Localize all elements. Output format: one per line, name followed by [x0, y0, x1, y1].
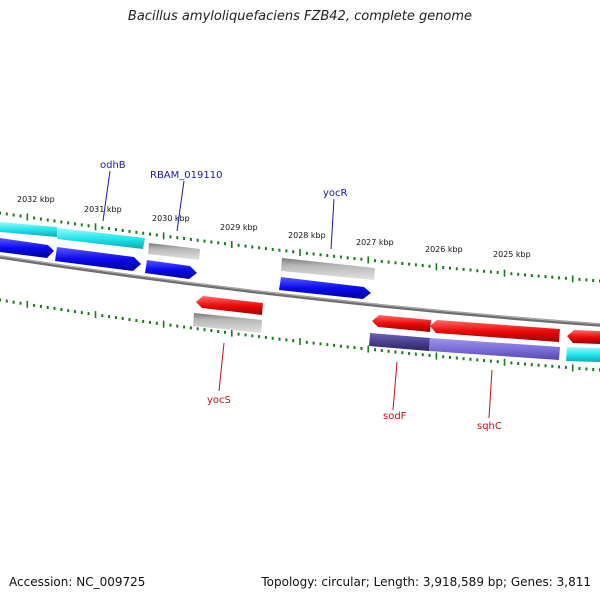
label-leader-line — [102, 170, 111, 222]
cds-arrow[interactable] — [430, 320, 560, 342]
gene-label-RBAM_019110[interactable]: RBAM_019110 — [150, 170, 222, 181]
gene-label-yocS[interactable]: yocS — [207, 395, 231, 406]
tick-label: 2025 kbp — [493, 250, 531, 259]
genome-backbone — [0, 255, 600, 327]
tick-label: 2030 kbp — [152, 214, 190, 223]
gene-label-yocR[interactable]: yocR — [323, 188, 348, 199]
label-leader-line — [392, 361, 398, 411]
cds-forward-row — [0, 238, 371, 299]
label-leader-line — [218, 342, 225, 392]
gene-block[interactable] — [57, 228, 145, 249]
gene-block[interactable] — [148, 243, 200, 260]
cds-arrow[interactable] — [55, 247, 141, 271]
cds-arrow[interactable] — [279, 277, 371, 299]
genome-summary-text: Topology: circular; Length: 3,918,589 bp… — [261, 575, 591, 589]
tick-label: 2032 kbp — [17, 195, 55, 204]
cds-arrow[interactable] — [0, 238, 54, 258]
gene-block[interactable] — [429, 338, 560, 360]
label-leader-line — [488, 369, 493, 419]
gene-label-sqhC[interactable]: sqhC — [477, 421, 502, 432]
tick-label: 2026 kbp — [425, 245, 463, 254]
gene-block[interactable] — [369, 333, 430, 351]
cds-arrow[interactable] — [196, 296, 263, 315]
gene-block[interactable] — [193, 313, 262, 333]
tick-label: 2027 kbp — [356, 238, 394, 247]
cog-reverse-row — [193, 313, 600, 362]
inner-tick-track — [0, 298, 600, 372]
map-title: Bacillus amyloliquefaciens FZB42, comple… — [127, 9, 473, 24]
cds-arrow[interactable] — [567, 330, 600, 344]
tick-label: 2029 kbp — [220, 223, 258, 232]
gene-label-sodF[interactable]: sodF — [383, 411, 407, 422]
gene-block[interactable] — [566, 347, 600, 362]
tick-label: 2028 kbp — [288, 231, 326, 240]
tick-label: 2031 kbp — [84, 205, 122, 214]
label-leader-line — [176, 180, 185, 232]
cds-arrow[interactable] — [145, 260, 197, 279]
accession-text: Accession: NC_009725 — [9, 575, 146, 589]
label-leader-line — [330, 198, 335, 250]
cds-reverse-row — [196, 296, 600, 344]
gene-block[interactable] — [0, 222, 57, 237]
gene-label-odhB[interactable]: odhB — [100, 160, 126, 171]
cog-forward-row — [0, 222, 375, 280]
gene-block[interactable] — [281, 258, 375, 280]
outer-tick-track — [0, 211, 600, 283]
cds-arrow[interactable] — [372, 315, 431, 332]
